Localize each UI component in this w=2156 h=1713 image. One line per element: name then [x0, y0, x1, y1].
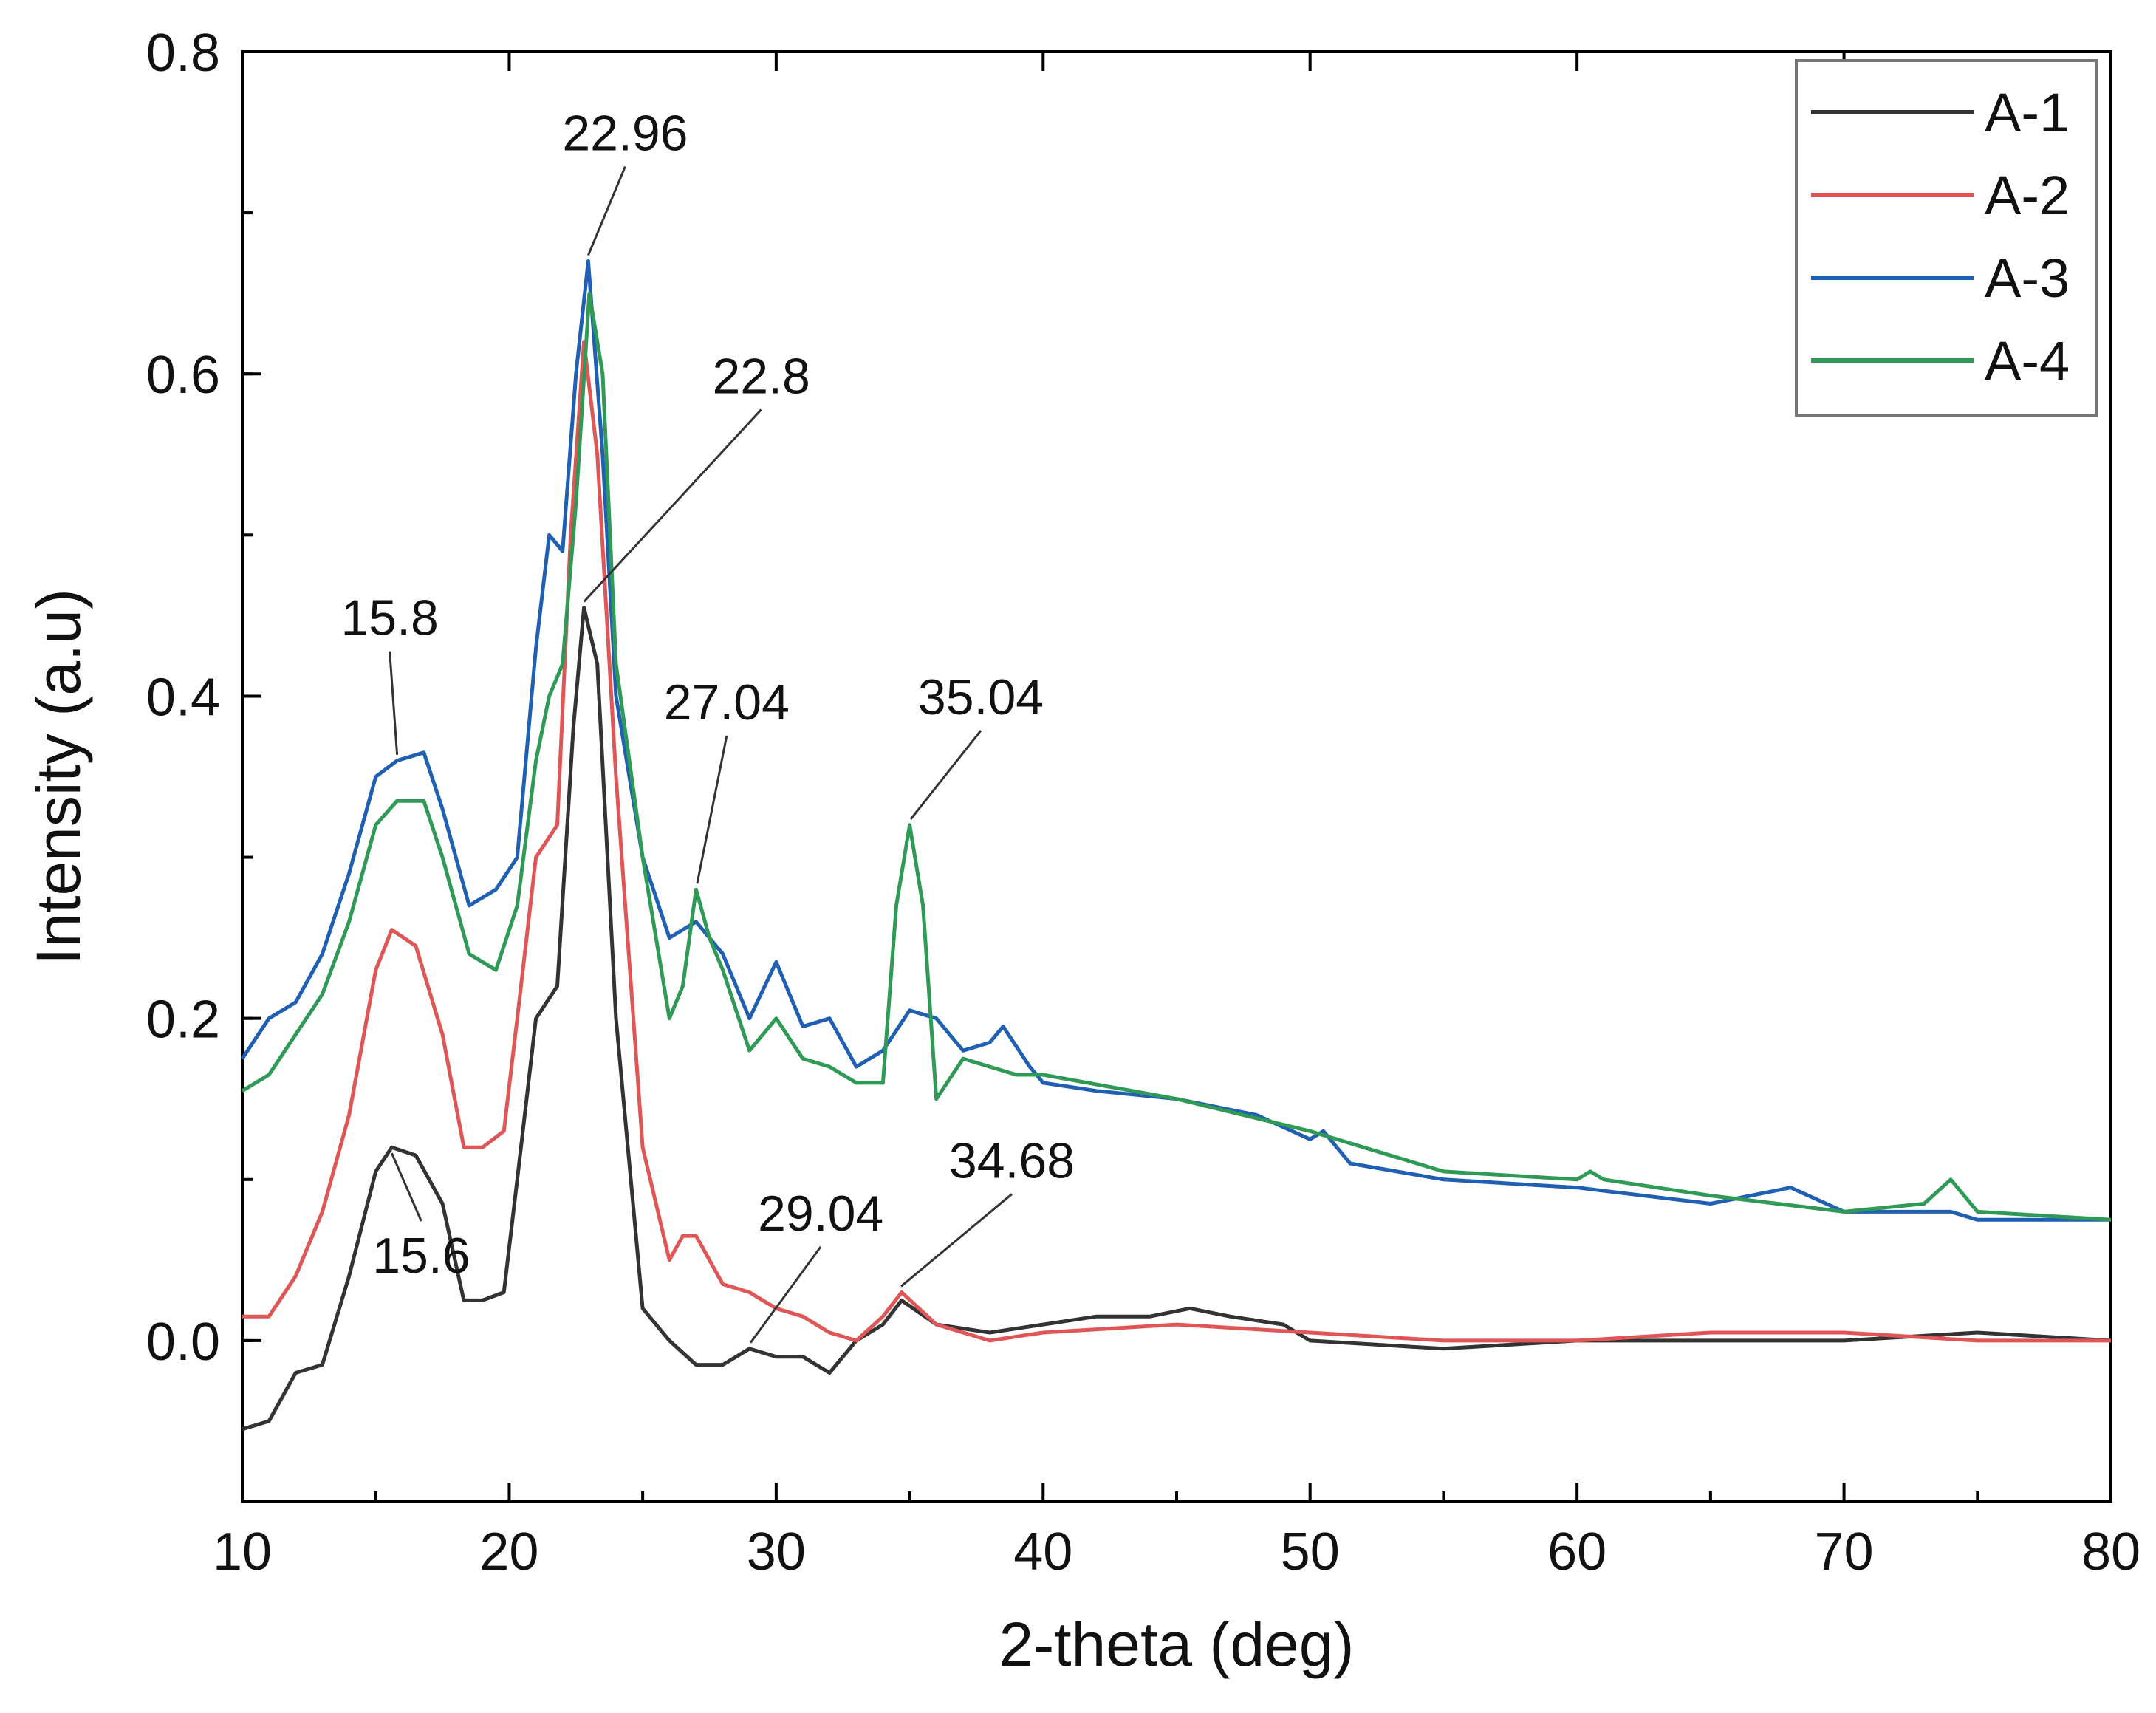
y-tick-label: 0.4 — [146, 668, 220, 727]
y-tick-label: 0.0 — [146, 1313, 220, 1372]
legend-label: A-1 — [1985, 82, 2070, 143]
x-tick-label: 40 — [1013, 1522, 1072, 1582]
y-tick-label: 0.2 — [146, 991, 220, 1050]
annotation-leader — [391, 1152, 422, 1222]
peak-annotation: 22.96 — [562, 106, 688, 162]
x-tick-label: 70 — [1815, 1522, 1874, 1582]
series-line-a-1 — [242, 606, 2112, 1432]
annotation-leader — [900, 1193, 1013, 1288]
series-line-a-4 — [241, 291, 2112, 1222]
y-tick-label: 0.6 — [146, 346, 220, 405]
x-tick-label: 60 — [1547, 1522, 1606, 1582]
series-line-a-2 — [242, 340, 2111, 1343]
y-tick-label: 0.8 — [146, 24, 220, 83]
annotations-layer: 15.8 22.96 22.8 27.04 35.04 15.6 29.04 34.68 — [340, 106, 1075, 1344]
series-layer — [240, 259, 2112, 1432]
ticks-layer: 10 20 30 40 50 60 70 80 0.0 0.2 0.4 0.6 0.8 — [146, 24, 2140, 1582]
annotation-leader — [696, 735, 728, 884]
x-tick-label: 10 — [213, 1522, 272, 1582]
peak-annotation: 35.04 — [918, 669, 1044, 725]
annotation-leader — [749, 1245, 822, 1344]
peak-annotation: 27.04 — [664, 674, 790, 731]
y-axis-label: Intensity (a.u) — [24, 589, 93, 965]
peak-annotation: 29.04 — [758, 1186, 883, 1242]
annotation-leader — [583, 408, 762, 603]
x-tick-label: 20 — [479, 1522, 538, 1582]
legend-label: A-2 — [1985, 165, 2070, 226]
x-tick-label: 80 — [2081, 1522, 2140, 1582]
legend-box — [1795, 59, 2098, 417]
legend-label: A-4 — [1985, 330, 2070, 392]
peak-annotation: 15.8 — [340, 590, 438, 646]
peak-annotation: 15.6 — [372, 1228, 470, 1284]
annotation-leader — [389, 651, 399, 755]
x-axis-label: 2-theta (deg) — [999, 1610, 1355, 1679]
x-tick-label: 50 — [1281, 1522, 1340, 1582]
annotation-leader — [909, 730, 982, 820]
legend-label: A-3 — [1985, 247, 2070, 309]
annotation-leader — [587, 165, 626, 256]
x-tick-label: 30 — [747, 1522, 806, 1582]
peak-annotation: 22.8 — [712, 348, 810, 404]
legend: A-1 A-2 A-3 A-4 — [1795, 59, 2098, 417]
series-line-a-3 — [240, 259, 2111, 1222]
peak-annotation: 34.68 — [949, 1132, 1075, 1189]
